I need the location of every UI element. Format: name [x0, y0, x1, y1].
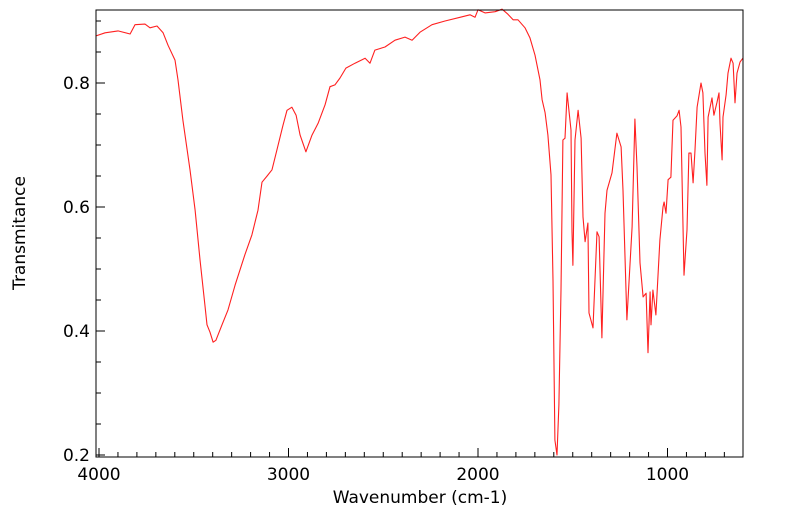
x-tick-labels: 4000 3000 2000 1000	[77, 465, 689, 485]
x-tick-label: 3000	[267, 465, 310, 485]
x-tick-label: 4000	[77, 465, 120, 485]
axis-ticks	[96, 20, 725, 457]
x-tick-label: 1000	[646, 465, 689, 485]
x-tick-label: 2000	[456, 465, 499, 485]
y-tick-label: 0.8	[63, 74, 90, 94]
x-axis-label: Wavenumber (cm-1)	[333, 488, 508, 508]
y-tick-label: 0.4	[63, 322, 90, 342]
y-axis-label: Transmitance	[10, 176, 30, 291]
spectrum-line	[95, 8, 744, 456]
y-tick-label: 0.6	[63, 198, 90, 218]
plot-frame	[95, 9, 744, 458]
y-tick-label: 0.2	[63, 446, 90, 466]
y-tick-labels: 0.2 0.4 0.6 0.8	[63, 74, 90, 466]
